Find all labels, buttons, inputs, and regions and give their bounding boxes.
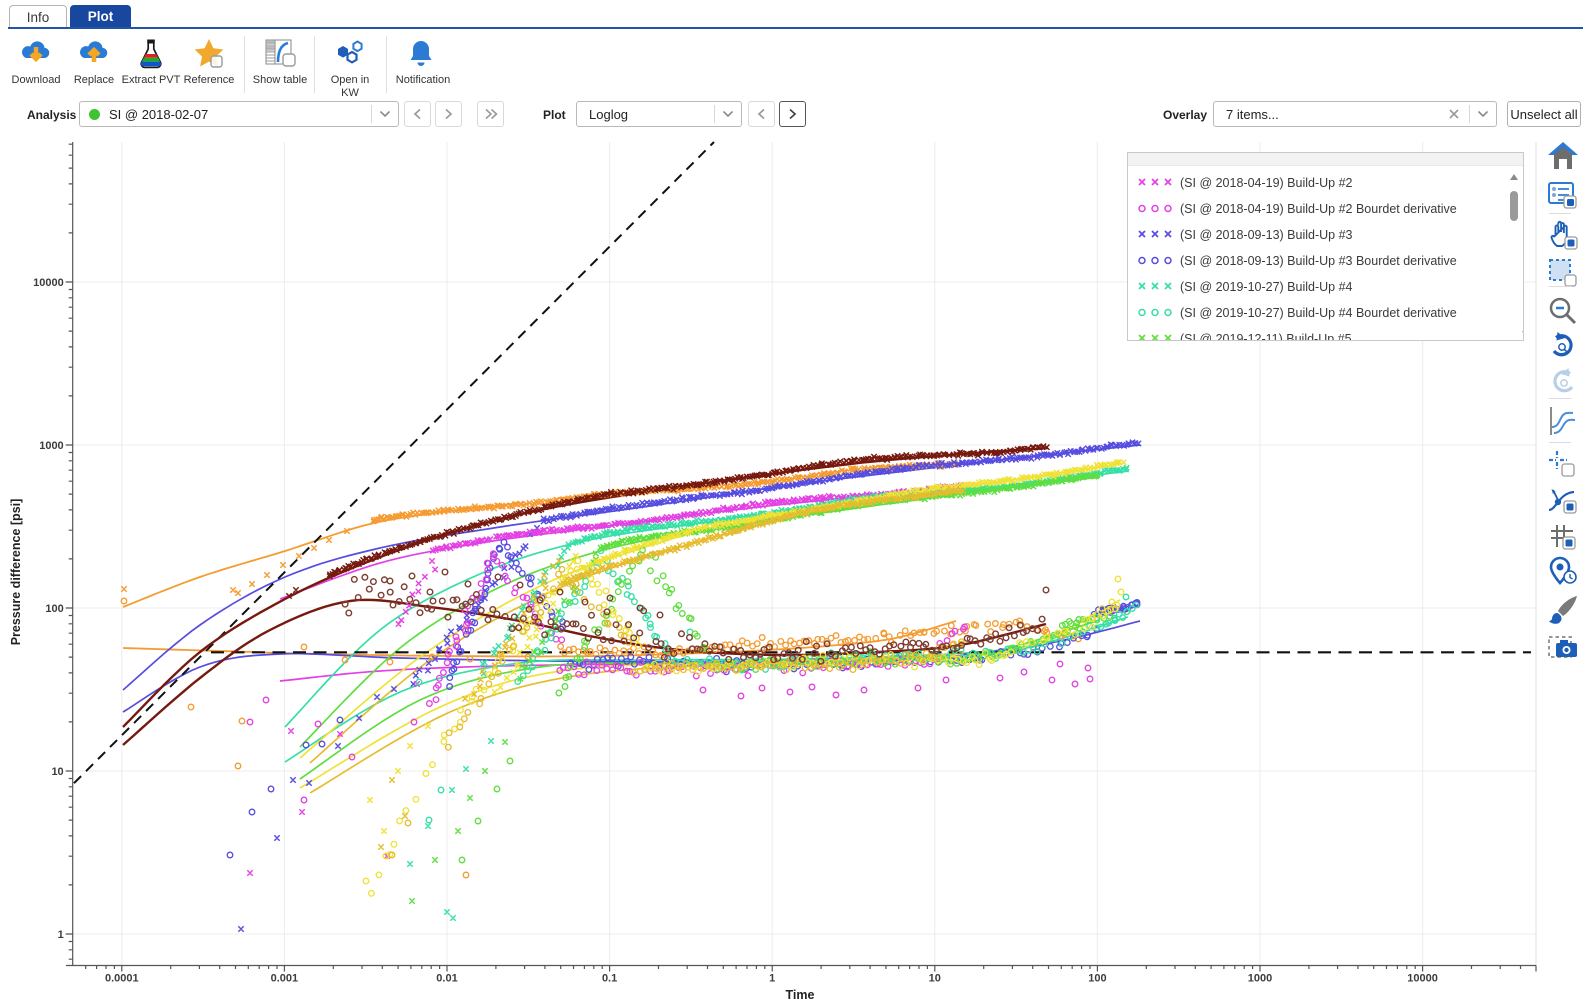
svg-text:0.001: 0.001: [271, 973, 299, 985]
svg-text:0.0001: 0.0001: [105, 973, 139, 985]
svg-text:10: 10: [51, 766, 63, 778]
svg-text:0.01: 0.01: [436, 973, 457, 985]
svg-text:Pressure difference [psi]: Pressure difference [psi]: [9, 499, 23, 646]
svg-text:1000: 1000: [39, 440, 63, 452]
svg-text:1: 1: [58, 929, 64, 941]
svg-text:Time: Time: [786, 988, 815, 1002]
svg-text:10000: 10000: [1407, 973, 1438, 985]
svg-text:10000: 10000: [33, 277, 64, 289]
svg-text:100: 100: [1088, 973, 1106, 985]
svg-text:0.1: 0.1: [602, 973, 617, 985]
svg-text:1: 1: [769, 973, 775, 985]
svg-text:10: 10: [929, 973, 941, 985]
svg-text:100: 100: [45, 603, 63, 615]
svg-text:1000: 1000: [1248, 973, 1272, 985]
